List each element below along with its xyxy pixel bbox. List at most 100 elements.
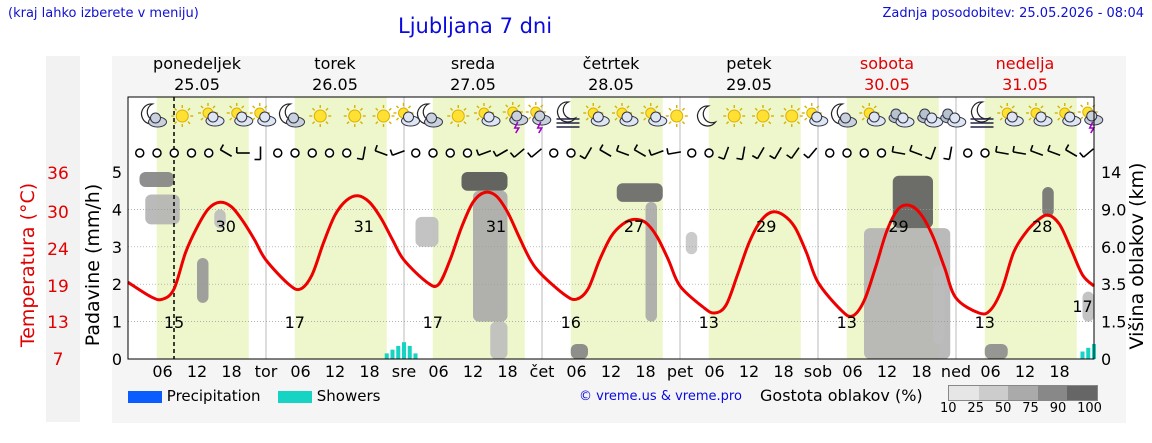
sun-cloud-icon [198,103,225,127]
cloud-patch [570,344,588,359]
sun-ray [1069,105,1073,109]
wind-barb-icon [475,149,492,156]
cloud-patch [616,183,663,202]
sun-ray [229,117,233,121]
wind-feather [492,150,498,157]
calm-wind-icon [980,148,990,158]
hour-tick: 12 [1015,362,1035,381]
temperature-label: 15 [164,313,184,332]
wind-feather [943,157,950,161]
cloud-patch [1082,291,1094,322]
wind-feather [1064,144,1070,151]
day-name: četrtek [583,54,641,73]
cloud-patch [984,344,1008,359]
calm-wind-icon [290,148,300,158]
wind-feather [891,145,895,153]
wind-barb-icon [1047,144,1061,156]
sun-cloud-icon [640,103,668,127]
wind-barb-icon [891,145,906,155]
sun-cloud-icon [859,103,886,127]
precip-tick: 2 [112,275,122,294]
cloud-icon [917,108,944,128]
sun-icon [447,105,470,127]
sun-ray [1028,117,1032,121]
sun-icon [309,105,332,127]
wind-feather [803,153,809,159]
wind-shaft [1030,150,1044,156]
sun-ray [804,117,808,121]
chart-title: Ljubljana 7 dni [398,14,553,38]
temperature-label: 31 [486,217,506,236]
moon-cloud-icon [416,103,443,128]
location-hint[interactable]: (kraj lahko izberete v meniju) [8,6,199,21]
calm-wind-icon [186,148,197,158]
fog-moon-icon [556,101,580,128]
wind-shaft [909,150,923,156]
sun-ray [252,105,256,109]
wind-feather [751,154,758,160]
wind-feather [356,157,364,161]
wind-feather [1012,145,1015,153]
sun-ray [476,117,480,121]
sun-disc [756,109,770,123]
moon-crescent [556,101,578,123]
day-name: petek [726,54,772,73]
cloud-puff [868,111,880,123]
wind-feather [1029,144,1034,152]
sun-disc [313,109,327,123]
cloud-puff [592,111,604,123]
cloud-puff [1064,111,1076,123]
sun-ray [395,105,400,109]
sun-ray [540,104,544,108]
hour-tick: 12 [877,362,897,381]
cloud-puff [207,111,219,123]
fog-moon-icon [970,101,994,128]
wind-barb-icon [1079,148,1094,158]
thunder-icon [502,102,529,134]
cloud-height-tick: 9.0 [1101,200,1126,219]
sun-ray [1057,105,1061,109]
wind-feather [475,149,480,156]
calm-wind-icon [963,148,973,158]
sun-ray [754,121,758,125]
day-date: 26.05 [312,75,358,94]
sun-ray [505,104,509,108]
wind-feather [666,148,669,155]
cloud-patch [139,172,174,187]
sun-ray [528,104,532,108]
hour-tick: 18 [1049,362,1069,381]
wind-feather [1047,144,1051,152]
day-name: sreda [451,54,495,73]
calm-wind-icon [204,148,214,158]
sun-ray [585,117,589,121]
wind-shaft [531,148,542,158]
sun-ray [505,116,509,120]
sun-ray [395,117,400,121]
day-date: 27.05 [450,75,496,94]
cloud-height-tick: 3.5 [1101,275,1126,294]
wind-feather [925,156,932,160]
temperature-label: 13 [975,313,995,332]
cloud-puff [1035,111,1047,123]
sun-cloud-icon [474,103,501,127]
temperature-label: 29 [888,217,908,236]
temperature-label: 31 [354,217,374,236]
sun-ray [725,121,730,125]
shower-bar [407,345,412,359]
cloud-puff [403,111,414,123]
cloud-puff [926,112,938,124]
moon-icon [696,105,718,127]
temperature-label: 16 [561,313,581,332]
sun-ray [1080,104,1084,108]
temperature-label: 17 [1072,297,1092,316]
sun-ray [783,107,787,111]
calm-wind-icon [445,148,455,158]
wind-barb-icon [666,148,682,155]
sun-ray [212,105,216,109]
sun-ray [614,117,618,121]
sun-ray [264,105,268,109]
wind-shaft [667,151,682,155]
cloud-patch [197,258,209,303]
credit-link[interactable]: © vreme.us & vreme.pro [579,389,742,404]
